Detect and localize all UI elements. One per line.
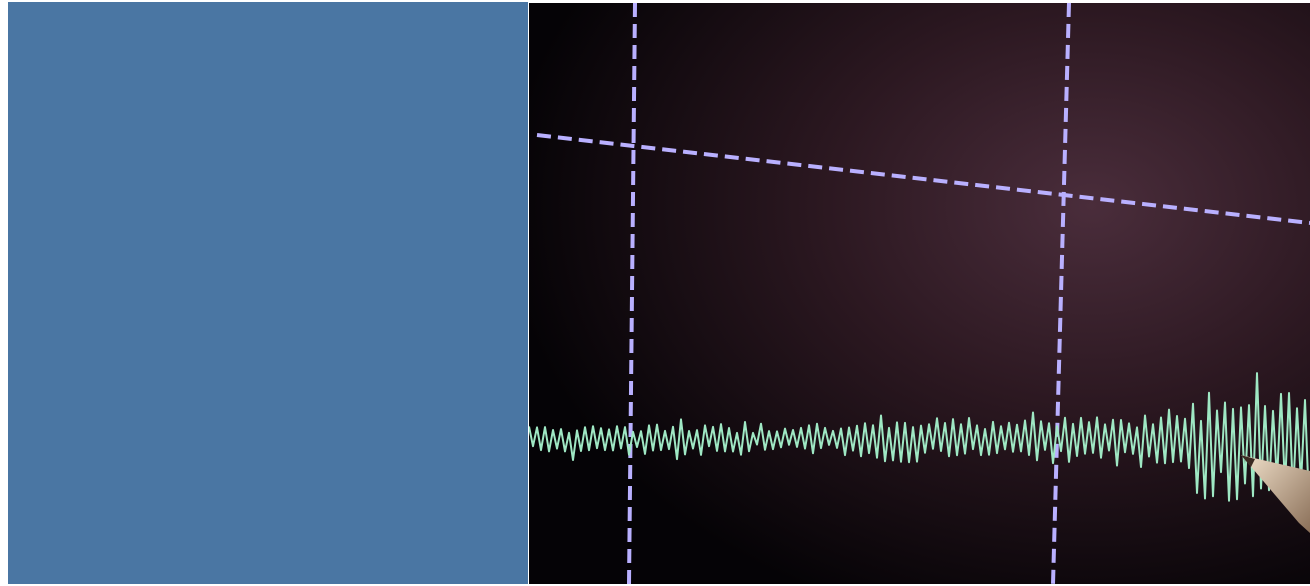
pen	[1241, 455, 1310, 533]
seismograph-photo	[529, 3, 1310, 584]
grid-lines	[536, 3, 1310, 584]
waveform	[529, 372, 1310, 505]
grid-line	[536, 133, 1310, 225]
grid-line	[1051, 3, 1071, 584]
grid-line	[627, 3, 637, 584]
blue-panel	[8, 2, 528, 584]
photo-background	[529, 3, 1310, 584]
